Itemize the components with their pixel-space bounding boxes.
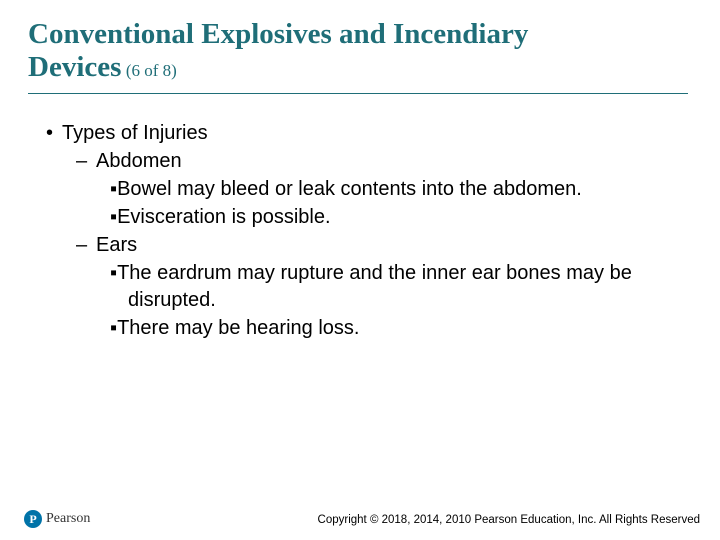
content-body: •Types of Injuries –Abdomen ▪Bowel may b…	[0, 94, 720, 342]
list-text: Ears	[96, 234, 137, 256]
list-item: ▪The eardrum may rupture and the inner e…	[28, 260, 692, 314]
dash-marker: –	[76, 148, 96, 175]
slide-title-main-line2: Devices	[28, 51, 121, 83]
title-block: Conventional Explosives and Incendiary D…	[0, 0, 720, 93]
list-item: •Types of Injuries	[28, 120, 692, 147]
slide-title-sub: (6 of 8)	[126, 61, 177, 80]
list-item: –Ears	[28, 232, 692, 259]
list-item: ▪Bowel may bleed or leak contents into t…	[28, 176, 692, 203]
dash-marker: –	[76, 232, 96, 259]
list-text: Evisceration is possible.	[117, 206, 330, 228]
list-text: Bowel may bleed or leak contents into th…	[117, 178, 582, 200]
list-text: There may be hearing loss.	[117, 317, 359, 339]
bullet-marker: •	[46, 120, 62, 147]
slide-title-main: Conventional Explosives and Incendiary	[28, 18, 528, 50]
list-text: The eardrum may rupture and the inner ea…	[117, 262, 632, 311]
footer: P Pearson Copyright © 2018, 2014, 2010 P…	[0, 504, 720, 528]
copyright-text: Copyright © 2018, 2014, 2010 Pearson Edu…	[318, 514, 700, 526]
list-item: –Abdomen	[28, 148, 692, 175]
list-item: ▪Evisceration is possible.	[28, 204, 692, 231]
list-text: Abdomen	[96, 150, 182, 172]
logo-text: Pearson	[46, 511, 90, 527]
list-item: ▪There may be hearing loss.	[28, 315, 692, 342]
publisher-logo: P Pearson	[24, 510, 90, 528]
list-text: Types of Injuries	[62, 122, 208, 144]
logo-mark-icon: P	[24, 510, 42, 528]
